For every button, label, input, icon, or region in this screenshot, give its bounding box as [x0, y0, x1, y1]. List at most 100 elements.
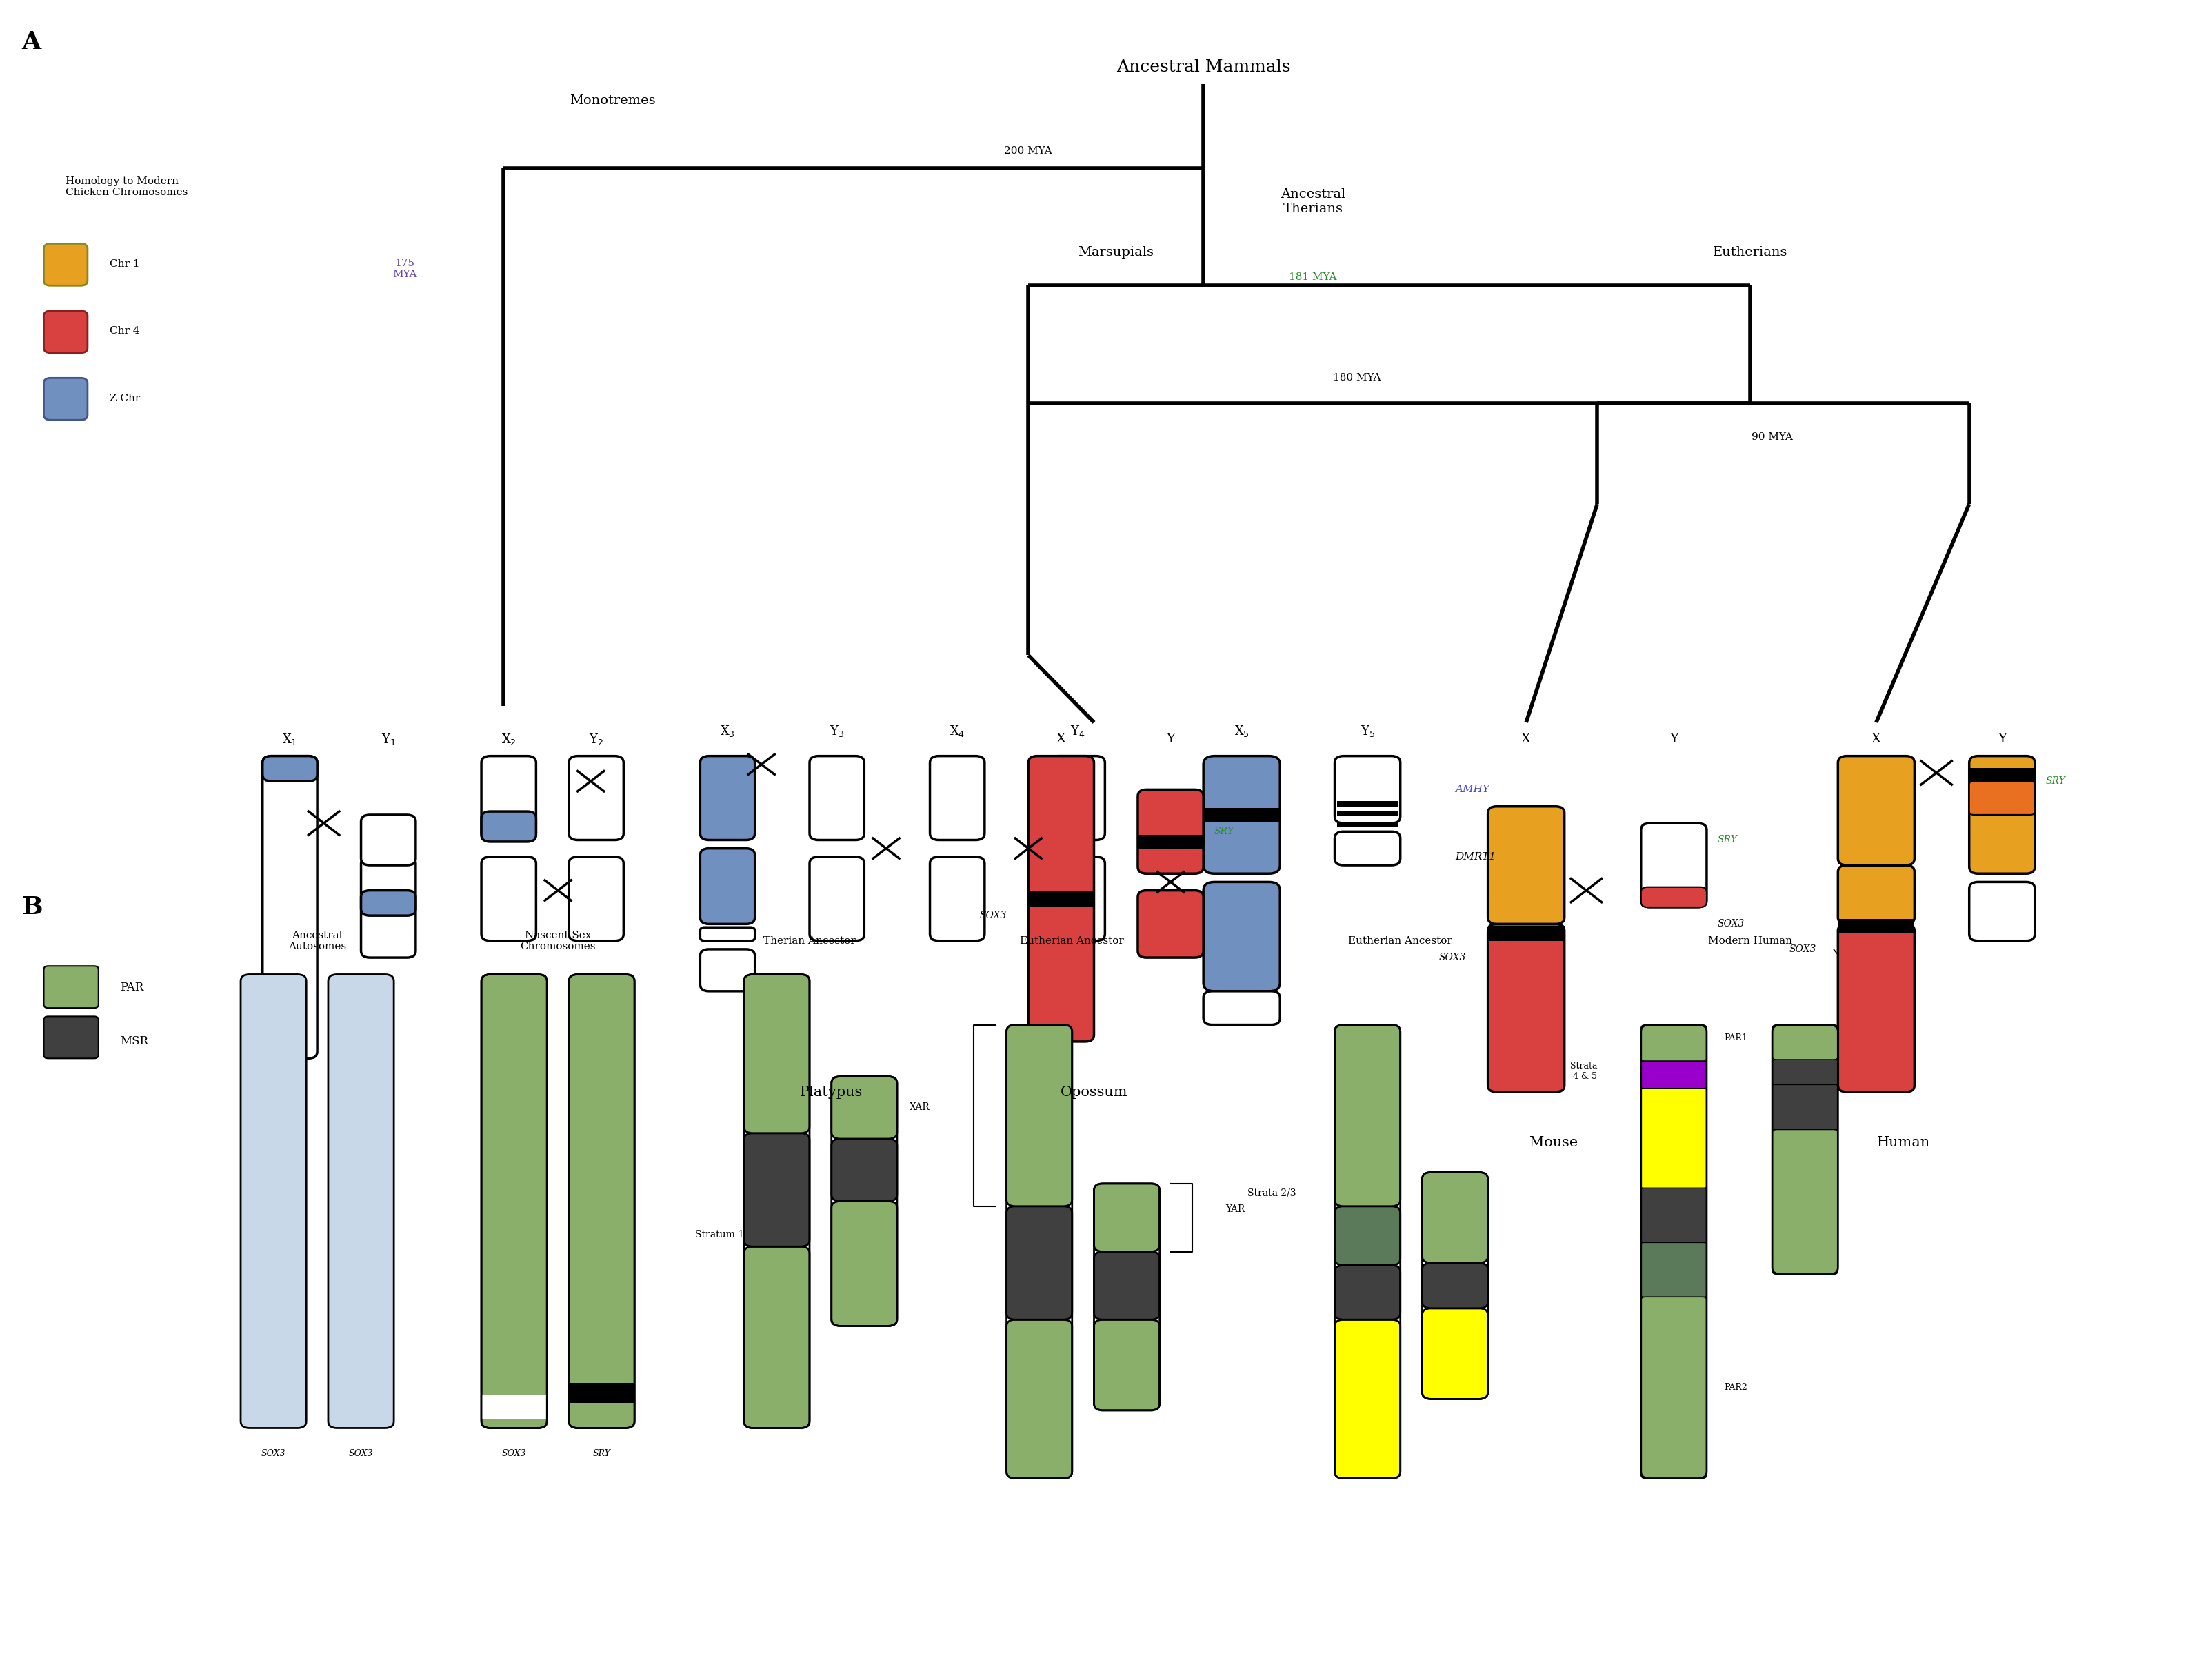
Text: Y: Y — [1669, 732, 1678, 746]
FancyBboxPatch shape — [744, 974, 810, 1134]
FancyBboxPatch shape — [1335, 756, 1400, 823]
Text: Homology to Modern
Chicken Chromosomes: Homology to Modern Chicken Chromosomes — [66, 176, 188, 197]
FancyBboxPatch shape — [1335, 832, 1400, 865]
Text: Stratum 1: Stratum 1 — [696, 1230, 744, 1240]
FancyBboxPatch shape — [1335, 1320, 1400, 1478]
FancyBboxPatch shape — [1094, 1252, 1160, 1320]
Text: Ancestral Mammals: Ancestral Mammals — [1116, 59, 1291, 76]
FancyBboxPatch shape — [44, 311, 88, 353]
FancyBboxPatch shape — [1641, 1243, 1707, 1297]
FancyBboxPatch shape — [361, 857, 416, 958]
Text: SOX3: SOX3 — [1790, 944, 1816, 954]
FancyBboxPatch shape — [1772, 1060, 1838, 1085]
FancyBboxPatch shape — [1838, 865, 1914, 924]
FancyBboxPatch shape — [1203, 756, 1280, 874]
Text: Y$_5$: Y$_5$ — [1361, 724, 1374, 738]
FancyBboxPatch shape — [1006, 1025, 1072, 1206]
FancyBboxPatch shape — [1772, 1025, 1838, 1060]
FancyBboxPatch shape — [481, 756, 536, 840]
FancyBboxPatch shape — [1641, 887, 1707, 907]
FancyBboxPatch shape — [1641, 1062, 1707, 1089]
Text: AMHY: AMHY — [1455, 785, 1490, 795]
FancyBboxPatch shape — [700, 949, 755, 991]
Text: Strata 2/3: Strata 2/3 — [1247, 1188, 1295, 1198]
FancyBboxPatch shape — [1006, 1320, 1072, 1478]
FancyBboxPatch shape — [810, 756, 864, 840]
Text: X: X — [1057, 732, 1066, 746]
Text: Modern Human: Modern Human — [1709, 936, 1792, 946]
Text: Human: Human — [1877, 1136, 1930, 1149]
FancyBboxPatch shape — [263, 756, 317, 1058]
Text: XAR: XAR — [910, 1102, 930, 1112]
FancyBboxPatch shape — [1422, 1173, 1488, 1263]
FancyBboxPatch shape — [1422, 1309, 1488, 1399]
Bar — [1838, 919, 1914, 932]
FancyBboxPatch shape — [1335, 1206, 1400, 1265]
FancyBboxPatch shape — [1641, 823, 1707, 907]
FancyBboxPatch shape — [831, 1139, 897, 1201]
Text: SRY: SRY — [1214, 827, 1234, 837]
Text: PAR: PAR — [120, 983, 144, 993]
Text: Y$_1$: Y$_1$ — [381, 732, 396, 746]
Bar — [569, 1383, 635, 1403]
FancyBboxPatch shape — [1969, 756, 2035, 874]
FancyBboxPatch shape — [1641, 1188, 1707, 1243]
FancyBboxPatch shape — [1641, 1089, 1707, 1188]
Text: Y: Y — [1166, 732, 1175, 746]
Text: Eutherian Ancestor: Eutherian Ancestor — [1020, 936, 1125, 946]
Bar — [1028, 890, 1094, 907]
Bar — [1969, 768, 2035, 781]
FancyBboxPatch shape — [700, 848, 755, 924]
Bar — [1203, 808, 1280, 822]
FancyBboxPatch shape — [241, 974, 306, 1428]
FancyBboxPatch shape — [1422, 1263, 1488, 1309]
Text: Monotremes: Monotremes — [569, 94, 656, 108]
Text: 175
MYA: 175 MYA — [392, 259, 418, 279]
FancyBboxPatch shape — [831, 1077, 897, 1139]
FancyBboxPatch shape — [569, 756, 624, 840]
FancyBboxPatch shape — [328, 974, 394, 1428]
FancyBboxPatch shape — [1094, 1320, 1160, 1411]
Text: Ancestral
Therians: Ancestral Therians — [1280, 188, 1346, 215]
Text: Z Chr: Z Chr — [109, 393, 140, 403]
FancyBboxPatch shape — [1050, 756, 1105, 840]
FancyBboxPatch shape — [744, 1134, 810, 1247]
Text: X: X — [1871, 732, 1882, 746]
Text: SOX3: SOX3 — [501, 1448, 527, 1458]
FancyBboxPatch shape — [1094, 1183, 1160, 1252]
Text: Y$_4$: Y$_4$ — [1070, 724, 1085, 738]
FancyBboxPatch shape — [1203, 882, 1280, 991]
FancyBboxPatch shape — [361, 890, 416, 916]
Text: PAR1: PAR1 — [1724, 1033, 1748, 1042]
FancyBboxPatch shape — [1028, 756, 1094, 1042]
FancyBboxPatch shape — [263, 756, 317, 781]
Text: X$_5$: X$_5$ — [1234, 724, 1249, 738]
Text: Strata
4 & 5: Strata 4 & 5 — [1571, 1062, 1597, 1080]
Text: X$_3$: X$_3$ — [720, 724, 735, 738]
Text: X$_2$: X$_2$ — [501, 732, 516, 746]
FancyBboxPatch shape — [1050, 857, 1105, 941]
FancyBboxPatch shape — [44, 244, 88, 286]
Bar — [1337, 811, 1398, 816]
Text: SRY: SRY — [1718, 835, 1737, 845]
Text: Marsupials: Marsupials — [1079, 245, 1153, 259]
FancyBboxPatch shape — [831, 1201, 897, 1326]
FancyBboxPatch shape — [1641, 1025, 1707, 1062]
Bar — [1138, 835, 1203, 848]
FancyBboxPatch shape — [700, 756, 755, 840]
Text: Y$_2$: Y$_2$ — [589, 732, 604, 746]
Text: Nascent Sex
Chromosomes: Nascent Sex Chromosomes — [521, 931, 595, 951]
FancyBboxPatch shape — [1772, 1129, 1838, 1275]
Text: Chr 1: Chr 1 — [109, 259, 140, 269]
Text: 181 MYA: 181 MYA — [1289, 272, 1337, 282]
Text: SRY: SRY — [2046, 776, 2065, 786]
Text: X$_4$: X$_4$ — [950, 724, 965, 738]
Text: YAR: YAR — [1225, 1205, 1245, 1215]
FancyBboxPatch shape — [1335, 1265, 1400, 1320]
FancyBboxPatch shape — [569, 857, 624, 941]
FancyBboxPatch shape — [44, 1016, 98, 1058]
Text: B: B — [22, 895, 44, 919]
Bar — [1488, 926, 1564, 941]
Text: SOX3: SOX3 — [1440, 953, 1466, 963]
FancyBboxPatch shape — [361, 815, 416, 865]
